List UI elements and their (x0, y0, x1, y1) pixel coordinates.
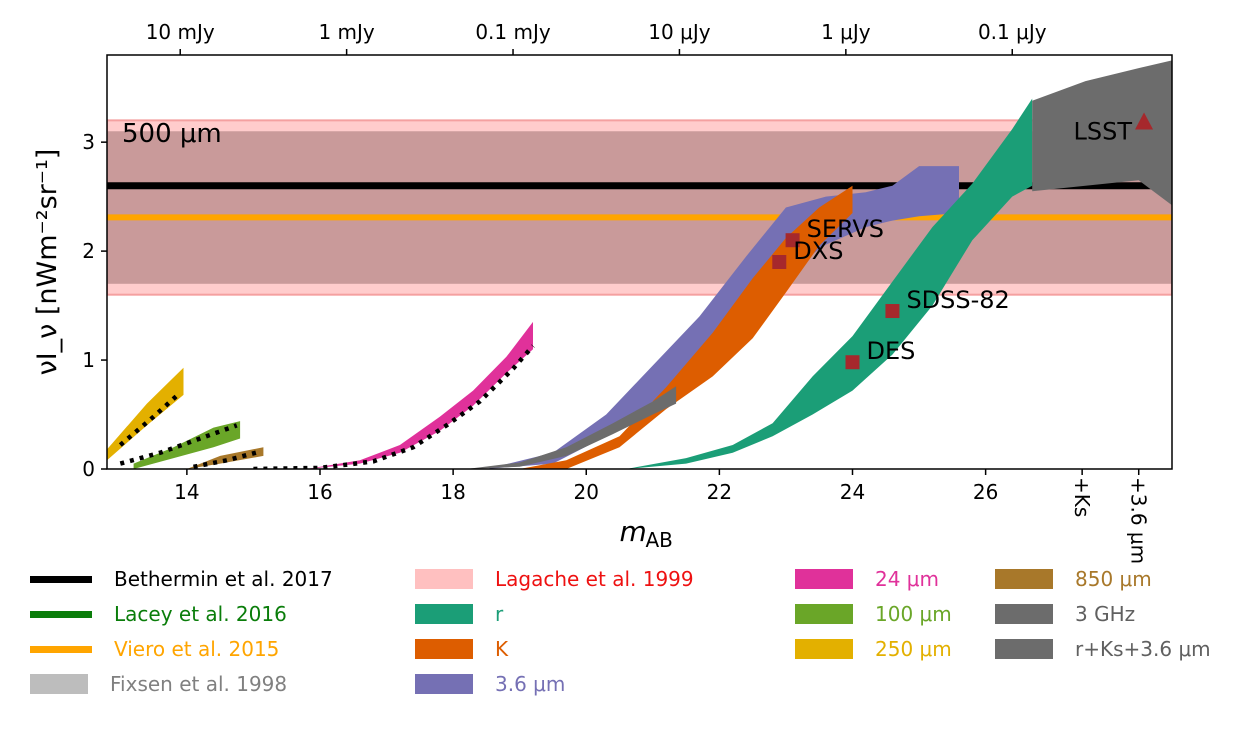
legend-item: 3.6 μm (415, 670, 565, 698)
y-axis-label: νI_ν [nWm⁻²sr⁻¹] (32, 149, 63, 376)
area-3-ghz (466, 386, 677, 469)
legend-label: Lacey et al. 2016 (114, 602, 287, 626)
legend-label: 850 μm (1075, 567, 1152, 591)
area-3-6-m (486, 166, 959, 469)
x-axis-label: m (620, 515, 647, 548)
legend-item: Viero et al. 2015 (30, 635, 279, 663)
legend-swatch (30, 645, 92, 653)
top-tick-label: 0.1 μJy (978, 20, 1047, 44)
legend-swatch (30, 610, 92, 618)
legend-swatch (415, 604, 473, 624)
legend-label: Fixsen et al. 1998 (110, 672, 288, 696)
fit-850-m-model (193, 449, 261, 469)
top-tick-label: 1 μJy (821, 20, 871, 44)
legend-item: 3 GHz (995, 600, 1135, 628)
area-250-m (107, 367, 184, 461)
legend-item: 250 μm (795, 635, 952, 663)
area-r-ks-3-6-m (1032, 60, 1172, 206)
fit-100-m-model (119, 423, 238, 466)
point-lsst-label: LSST (1074, 117, 1133, 145)
legend-swatch (415, 674, 473, 694)
legend-item: r+Ks+3.6 μm (995, 635, 1211, 663)
series-areas (107, 60, 1172, 469)
fit-24-m-model (253, 344, 535, 469)
legend-item: K (415, 635, 508, 663)
legend-item: 850 μm (995, 565, 1152, 593)
point-servs (785, 233, 800, 248)
point-servs-label: SERVS (807, 215, 884, 243)
point-dxs (772, 255, 787, 269)
point-sdss-82-label: SDSS-82 (906, 286, 1009, 314)
area-100-m (133, 421, 241, 469)
legend-label: 3 GHz (1075, 602, 1136, 626)
x-extra-label: +Ks (1070, 477, 1094, 517)
legend-swatch (795, 604, 853, 624)
legend-item: 24 μm (795, 565, 939, 593)
point-sdss-82 (885, 304, 900, 319)
top-tick-label: 10 mJy (146, 20, 215, 44)
point-des (845, 355, 860, 370)
legend-swatch (795, 639, 853, 659)
x-tick-label: 22 (707, 480, 732, 504)
y-tick-label: 1 (82, 348, 95, 372)
legend-label: Lagache et al. 1999 (495, 567, 694, 591)
area-k (519, 185, 853, 469)
top-tick-label: 0.1 mJy (475, 20, 551, 44)
legend-swatch (30, 575, 92, 583)
legend-swatch (995, 639, 1053, 659)
axes: 14 16 18 20 22 24 26 +Ks +3.6 μm 0 1 2 3 10 mJy 1 mJy 0… (32, 20, 1173, 564)
y-tick-label: 2 (82, 239, 95, 263)
legend-item: Lagache et al. 1999 (415, 565, 694, 593)
point-lsst (1135, 112, 1154, 130)
legend-item: Lacey et al. 2016 (30, 600, 287, 628)
top-tick-label: 10 μJy (648, 20, 710, 44)
legend-label: 24 μm (875, 567, 940, 591)
top-tick-label: 1 mJy (318, 20, 374, 44)
x-tick-label: 20 (574, 480, 599, 504)
legend-swatch (415, 639, 473, 659)
legend-label: r+Ks+3.6 μm (1075, 637, 1211, 661)
annotation-500um: 500 μm (122, 119, 222, 149)
legend-swatch (415, 569, 473, 589)
area-r (626, 98, 1033, 469)
legend-swatch (30, 674, 88, 694)
legend-label: Viero et al. 2015 (114, 637, 280, 661)
point-dxs-label: DXS (793, 237, 843, 265)
legend-item: 100 μm (795, 600, 952, 628)
area-24-m (306, 321, 533, 469)
legend-label: Bethermin et al. 2017 (114, 567, 333, 591)
legend-item: Bethermin et al. 2017 (30, 565, 333, 593)
legend-swatch (795, 569, 853, 589)
model-curves (118, 344, 535, 469)
point-des-label: DES (867, 337, 916, 365)
x-axis-label-sub: AB (646, 528, 673, 552)
legend-item: Fixsen et al. 1998 (30, 670, 287, 698)
legend: Bethermin et al. 2017 Lacey et al. 2016 Vi… (0, 565, 1256, 725)
x-tick-label: 16 (307, 480, 332, 504)
x-tick-label: 26 (973, 480, 998, 504)
legend-swatch (995, 569, 1053, 589)
legend-label: K (495, 637, 509, 661)
y-tick-label: 3 (82, 130, 95, 154)
plot-frame (106, 54, 1173, 470)
legend-swatch (995, 604, 1053, 624)
legend-label: 100 μm (875, 602, 952, 626)
legend-label: 250 μm (875, 637, 952, 661)
legend-item: r (415, 600, 503, 628)
legend-label: 3.6 μm (495, 672, 566, 696)
x-tick-label: 24 (840, 480, 865, 504)
y-tick-label: 0 (82, 457, 95, 481)
x-extra-label: +3.6 μm (1127, 477, 1151, 564)
x-tick-label: 18 (440, 480, 465, 504)
x-tick-label: 14 (174, 480, 199, 504)
fit-250-m-model (118, 391, 182, 447)
legend-label: r (495, 602, 504, 626)
